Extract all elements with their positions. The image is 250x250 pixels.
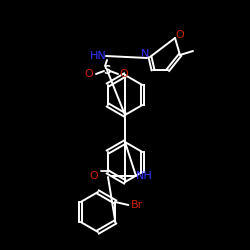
Text: Br: Br [131, 200, 143, 210]
Text: O: O [176, 30, 184, 40]
Text: N: N [141, 49, 149, 59]
Text: O: O [90, 171, 98, 181]
Text: O: O [84, 69, 94, 79]
Text: O: O [120, 69, 128, 79]
Text: HN: HN [90, 51, 106, 61]
Text: NH: NH [136, 171, 152, 181]
Text: S: S [103, 64, 111, 76]
